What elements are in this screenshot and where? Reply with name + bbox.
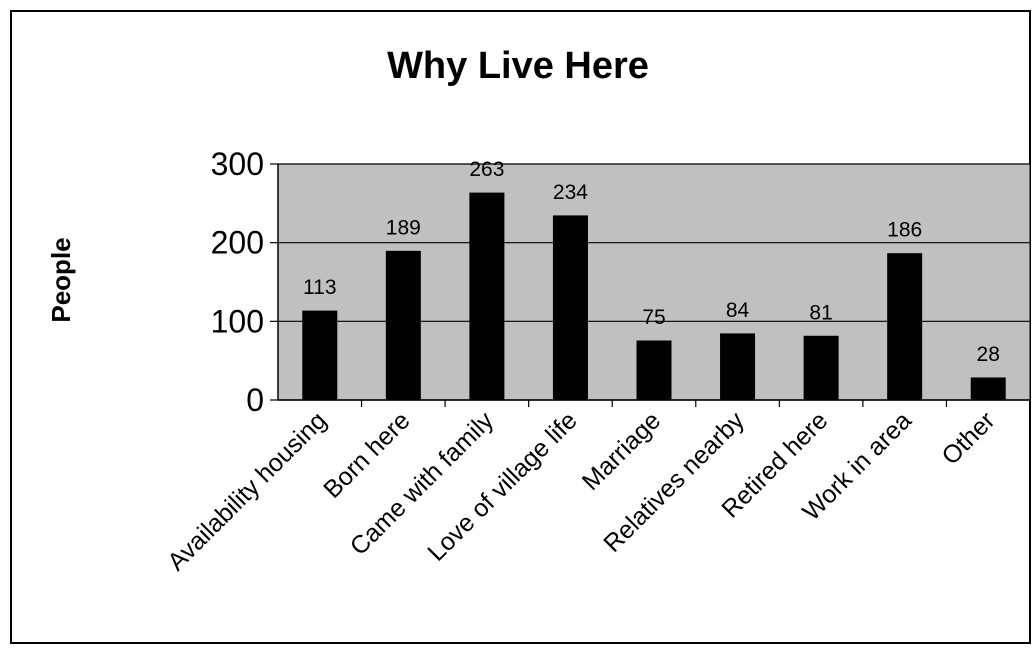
x-category-label: Came with family xyxy=(345,406,500,561)
bar xyxy=(887,253,923,401)
data-label: 234 xyxy=(553,181,588,204)
data-label: 189 xyxy=(386,216,421,239)
y-tick-label: 200 xyxy=(211,225,264,261)
bar xyxy=(636,340,672,401)
x-category-label: Relatives nearby xyxy=(598,406,750,558)
bar xyxy=(803,335,839,401)
y-tick-label: 300 xyxy=(211,146,264,182)
bar xyxy=(469,192,505,401)
bar xyxy=(302,310,338,401)
data-label: 84 xyxy=(726,299,750,322)
x-category-label: Availability housing xyxy=(162,406,332,576)
data-label: 81 xyxy=(809,301,832,324)
bar xyxy=(552,215,588,401)
bar xyxy=(970,377,1006,401)
x-category-label: Other xyxy=(936,406,1000,470)
data-label: 263 xyxy=(469,158,504,181)
data-label: 75 xyxy=(642,306,665,329)
data-label: 186 xyxy=(887,219,922,242)
data-label: 28 xyxy=(977,343,1000,366)
x-category-label: Love of village life xyxy=(422,406,582,566)
chart-title: Why Live Here xyxy=(387,45,649,87)
y-tick-label: 0 xyxy=(246,382,264,418)
bar xyxy=(720,333,756,401)
y-tick-label: 100 xyxy=(211,303,264,339)
data-label: 113 xyxy=(303,276,336,299)
bar xyxy=(385,250,421,401)
y-axis-label: People xyxy=(46,237,76,322)
